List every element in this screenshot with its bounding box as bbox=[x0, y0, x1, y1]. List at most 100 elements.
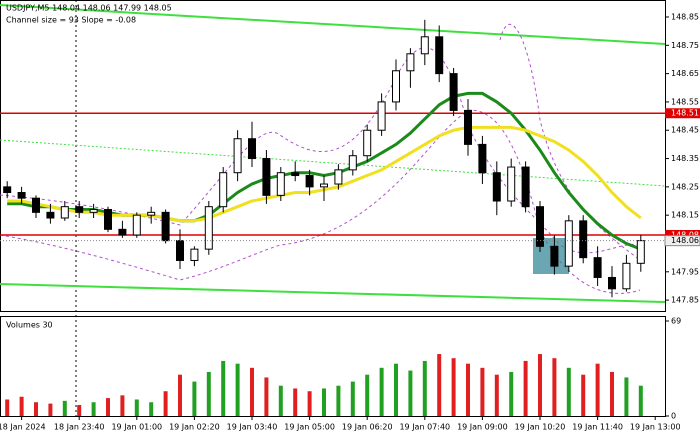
y-tick-label: 148.85 bbox=[671, 12, 699, 21]
candle-body bbox=[276, 172, 285, 196]
volume-bar bbox=[62, 400, 67, 416]
x-tick-label: 19 Jan 03:40 bbox=[227, 423, 278, 432]
volume-bar bbox=[106, 398, 111, 416]
volume-bar bbox=[350, 381, 355, 416]
volume-bar bbox=[466, 363, 471, 416]
candle-body bbox=[636, 240, 645, 264]
volume-bar bbox=[437, 354, 442, 416]
candle-body bbox=[593, 257, 602, 278]
x-tick-label: 18 Jan 23:40 bbox=[54, 423, 105, 432]
envelope-upper bbox=[0, 47, 641, 254]
candle-body bbox=[622, 262, 631, 290]
volume-bar bbox=[178, 374, 183, 416]
x-tick-label: 19 Jan 02:20 bbox=[169, 423, 220, 432]
candle-body bbox=[363, 129, 372, 157]
candle-body bbox=[118, 228, 127, 236]
candle-body bbox=[291, 172, 300, 177]
candle-body bbox=[17, 192, 26, 199]
current-price-box bbox=[664, 235, 700, 247]
volume-bar bbox=[638, 385, 643, 416]
volume-bar bbox=[163, 391, 168, 416]
x-tick-label: 19 Jan 07:40 bbox=[399, 423, 450, 432]
candle-body bbox=[507, 166, 516, 202]
volume-bar bbox=[149, 402, 154, 416]
candle-body bbox=[320, 183, 329, 188]
volume-bar bbox=[494, 374, 499, 416]
volume-bar bbox=[91, 402, 96, 416]
volume-bar bbox=[19, 396, 24, 416]
candle-body bbox=[190, 248, 199, 261]
volume-bar bbox=[422, 360, 427, 416]
candle-body bbox=[176, 240, 185, 261]
y-tick-label: 147.95 bbox=[671, 267, 699, 276]
volume-bar bbox=[48, 403, 53, 416]
price-panel bbox=[0, 0, 666, 312]
channel-info: Channel size = 93 Slope = -0.08 bbox=[6, 16, 136, 25]
volume-bar bbox=[379, 367, 384, 416]
volume-bar bbox=[322, 388, 327, 416]
volume-bar bbox=[480, 367, 485, 416]
candle-body bbox=[377, 101, 386, 131]
candle-body bbox=[536, 206, 545, 247]
candle-body bbox=[435, 36, 444, 75]
candle-body bbox=[492, 172, 501, 202]
x-tick-label: 19 Jan 06:20 bbox=[342, 423, 393, 432]
x-tick-label: 19 Jan 10:20 bbox=[515, 423, 566, 432]
candle-body bbox=[46, 211, 55, 219]
level-label: 148.08 bbox=[671, 230, 699, 239]
candle-body bbox=[147, 211, 156, 216]
volume-bar bbox=[365, 374, 370, 416]
volume-panel bbox=[0, 316, 666, 417]
candle-body bbox=[392, 70, 401, 103]
channel-middle bbox=[0, 139, 666, 187]
y-tick-label: 148.55 bbox=[671, 97, 699, 106]
candle-body bbox=[564, 220, 573, 267]
volume-bar bbox=[581, 374, 586, 416]
x-tick-label: 19 Jan 13:00 bbox=[630, 423, 681, 432]
candle-body bbox=[420, 36, 429, 55]
current-price-label: 148.06 bbox=[671, 236, 699, 245]
candle-body bbox=[248, 138, 257, 160]
candle-body bbox=[233, 138, 242, 174]
volume-bar bbox=[221, 360, 226, 416]
candle-body bbox=[75, 206, 84, 213]
candle-body bbox=[89, 209, 98, 213]
volume-bar bbox=[538, 354, 543, 416]
volume-bar bbox=[5, 399, 10, 416]
volume-bar bbox=[206, 371, 211, 416]
volume-bar bbox=[34, 402, 39, 416]
candle-body bbox=[348, 155, 357, 171]
y-tick-label: 148.15 bbox=[671, 211, 699, 220]
candle-body bbox=[608, 276, 617, 290]
y-tick-label: 148.45 bbox=[671, 126, 699, 135]
candle-body bbox=[550, 245, 559, 267]
candle-body bbox=[305, 175, 314, 188]
volume-bar bbox=[192, 381, 197, 416]
envelope-lower bbox=[0, 109, 641, 294]
y-tick-label: 148.35 bbox=[671, 154, 699, 163]
volume-bar bbox=[552, 358, 557, 416]
volume-bar bbox=[451, 358, 456, 416]
y-tick-label: 148.65 bbox=[671, 69, 699, 78]
volume-bar bbox=[394, 363, 399, 416]
volume-bar bbox=[336, 385, 341, 416]
candle-body bbox=[60, 206, 69, 219]
volume-bar bbox=[120, 395, 125, 416]
x-tick-label: 19 Jan 01:00 bbox=[111, 423, 162, 432]
candle-body bbox=[449, 73, 458, 111]
candle-body bbox=[104, 209, 113, 230]
volume-bar bbox=[307, 391, 312, 416]
candle-body bbox=[478, 143, 487, 174]
volume-bar bbox=[566, 367, 571, 416]
y-tick-label: 148.25 bbox=[671, 182, 699, 191]
y-tick-label: 148.75 bbox=[671, 41, 699, 50]
x-tick-label: 19 Jan 11:40 bbox=[572, 423, 623, 432]
volume-bar bbox=[293, 388, 298, 416]
candle-body bbox=[262, 158, 271, 196]
volume-tick-label: 69 bbox=[671, 317, 681, 326]
candle-body bbox=[406, 53, 415, 72]
volume-bar bbox=[235, 363, 240, 416]
candle-body bbox=[3, 186, 12, 194]
volume-title: Volumes 30 bbox=[6, 321, 53, 330]
